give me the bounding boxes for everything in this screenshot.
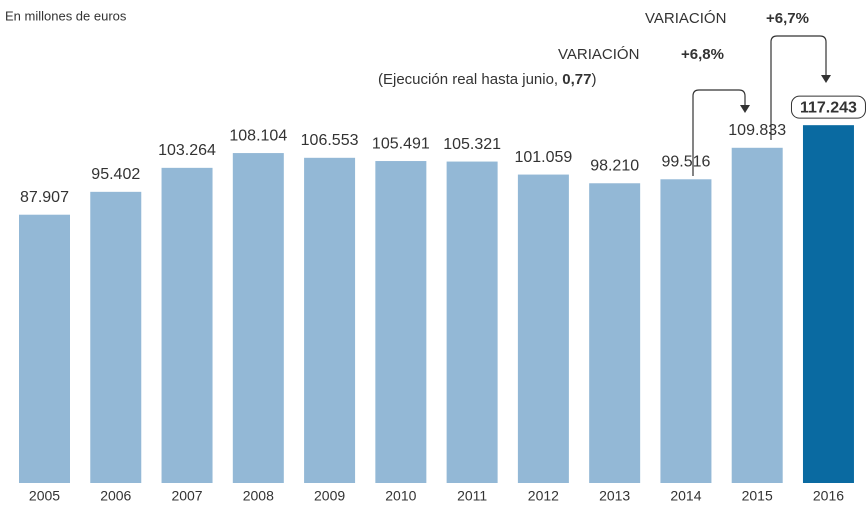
bar bbox=[232, 153, 284, 483]
value-label: 105.321 bbox=[443, 136, 501, 153]
arrow bbox=[692, 89, 746, 176]
x-tick-label: 2015 bbox=[742, 488, 773, 504]
bar bbox=[161, 167, 213, 484]
x-tick-label: 2011 bbox=[457, 488, 487, 504]
value-label: 108.104 bbox=[229, 127, 287, 144]
x-tick-label: 2010 bbox=[385, 488, 416, 504]
x-tick-label: 2016 bbox=[813, 488, 844, 504]
note-bold: 0,77 bbox=[562, 71, 591, 88]
arrow bbox=[770, 35, 827, 140]
note-end: ) bbox=[591, 71, 596, 88]
annotation-change: +6,8% bbox=[681, 46, 724, 63]
annotation-label: VARIACIÓN bbox=[645, 10, 726, 27]
bar bbox=[802, 125, 854, 483]
bar bbox=[375, 161, 427, 483]
value-label: 98.210 bbox=[590, 157, 639, 174]
x-tick-label: 2006 bbox=[100, 488, 131, 504]
bar bbox=[304, 157, 356, 484]
value-label: 109.833 bbox=[728, 122, 786, 139]
x-tick-label: 2005 bbox=[29, 488, 60, 504]
x-tick-label: 2014 bbox=[670, 488, 701, 504]
arrow-head bbox=[821, 75, 831, 83]
value-label: 99.516 bbox=[661, 153, 710, 170]
subtitle: En millones de euros bbox=[5, 8, 127, 23]
label-box bbox=[790, 95, 866, 119]
x-tick-label: 2007 bbox=[171, 488, 202, 504]
value-label: 117.243 bbox=[800, 99, 857, 116]
annotation-label: VARIACIÓN bbox=[558, 46, 639, 63]
x-tick-label: 2012 bbox=[528, 488, 559, 504]
arrow-head bbox=[740, 105, 750, 113]
note-text: (Ejecución real hasta junio, bbox=[378, 71, 562, 88]
value-label: 106.553 bbox=[301, 132, 359, 149]
value-label: 103.264 bbox=[158, 142, 216, 159]
bar bbox=[19, 214, 70, 484]
x-tick-label: 2013 bbox=[599, 488, 630, 504]
bar bbox=[660, 179, 712, 483]
x-tick-label: 2009 bbox=[314, 488, 345, 504]
bar bbox=[90, 191, 142, 483]
value-label: 105.491 bbox=[372, 135, 430, 152]
annotation-note: (Ejecución real hasta junio, 0,77) bbox=[378, 71, 596, 88]
x-tick-label: 2008 bbox=[243, 488, 274, 504]
bar bbox=[731, 147, 783, 484]
value-label: 87.907 bbox=[20, 189, 69, 206]
bar bbox=[517, 174, 569, 483]
annotation-change: +6,7% bbox=[766, 10, 809, 27]
bar bbox=[446, 161, 498, 483]
bar bbox=[589, 183, 641, 484]
value-label: 95.402 bbox=[91, 166, 140, 183]
value-label: 101.059 bbox=[514, 149, 572, 166]
